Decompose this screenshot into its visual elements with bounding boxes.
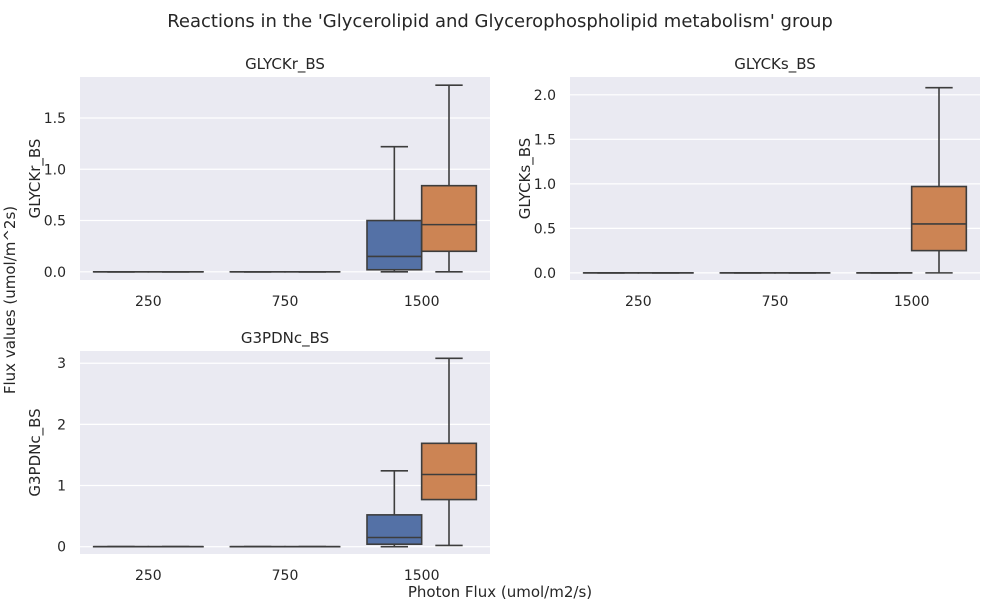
subplot-title: GLYCKs_BS [734,55,816,74]
figure-title: Reactions in the 'Glycerolipid and Glyce… [167,11,833,32]
subplot-g3pdnc-bs: 0 1 2 3 250 750 1500 G3PDNc_BS G3PDNc_BS [26,329,490,584]
box-1500-orange [910,86,968,274]
box-1500-blue [366,470,423,548]
y-axis-label: GLYCKs_BS [516,138,535,220]
y-tick-label: 2.0 [534,88,556,104]
y-tick-label: 3 [57,356,66,372]
box-iqr [420,442,478,501]
y-tick-label: 0.5 [534,221,556,237]
subplot-glycks-bs: 0.0 0.5 1.0 1.5 2.0 250 750 1500 GLYCKs_BS GLYCKs… [516,55,980,310]
subplot-glyckr-bs: 0.0 0.5 1.0 1.5 250 750 1500 GLYCKr_BS GLYCKr_BS [26,55,490,310]
y-axis-label: G3PDNc_BS [26,408,45,496]
x-tick-label: 250 [135,294,162,310]
x-tick-label: 1500 [404,294,440,310]
figure-x-axis-label: Photon Flux (umol/m2/s) [408,583,592,600]
y-tick-label: 0.0 [534,266,556,282]
x-tick-label: 750 [272,568,299,584]
y-tick-label: 0.0 [44,265,66,281]
y-tick-label: 0 [57,540,66,556]
y-tick-label: 0.5 [44,214,66,230]
x-tick-label: 1500 [894,294,930,310]
y-tick-label: 1.0 [534,177,556,193]
figure-y-axis-label: Flux values (umol/m^2s) [1,206,19,394]
box-iqr [366,514,423,546]
box-iqr [366,219,423,271]
subplot-title: G3PDNc_BS [241,329,329,348]
box-1500-blue [366,145,423,273]
y-tick-label: 1.5 [534,132,556,148]
x-tick-label: 250 [135,568,162,584]
box-1500-orange [420,357,478,547]
x-tick-label: 250 [625,294,652,310]
y-tick-label: 2 [57,417,66,433]
box-iqr [910,185,968,252]
subplot-title: GLYCKr_BS [245,55,325,74]
y-axis-label: GLYCKr_BS [26,139,45,219]
y-tick-label: 1.0 [44,162,66,178]
x-tick-label: 750 [762,294,789,310]
box-1500-orange [420,84,478,273]
y-tick-label: 1.5 [44,111,66,127]
panels: 0.0 0.5 1.0 1.5 250 750 1500 GLYCKr_BS GLYCKr_BS… [26,55,980,584]
x-tick-label: 1500 [404,568,440,584]
x-tick-label: 750 [272,294,299,310]
box-iqr [420,184,478,253]
y-tick-label: 1 [57,479,66,495]
